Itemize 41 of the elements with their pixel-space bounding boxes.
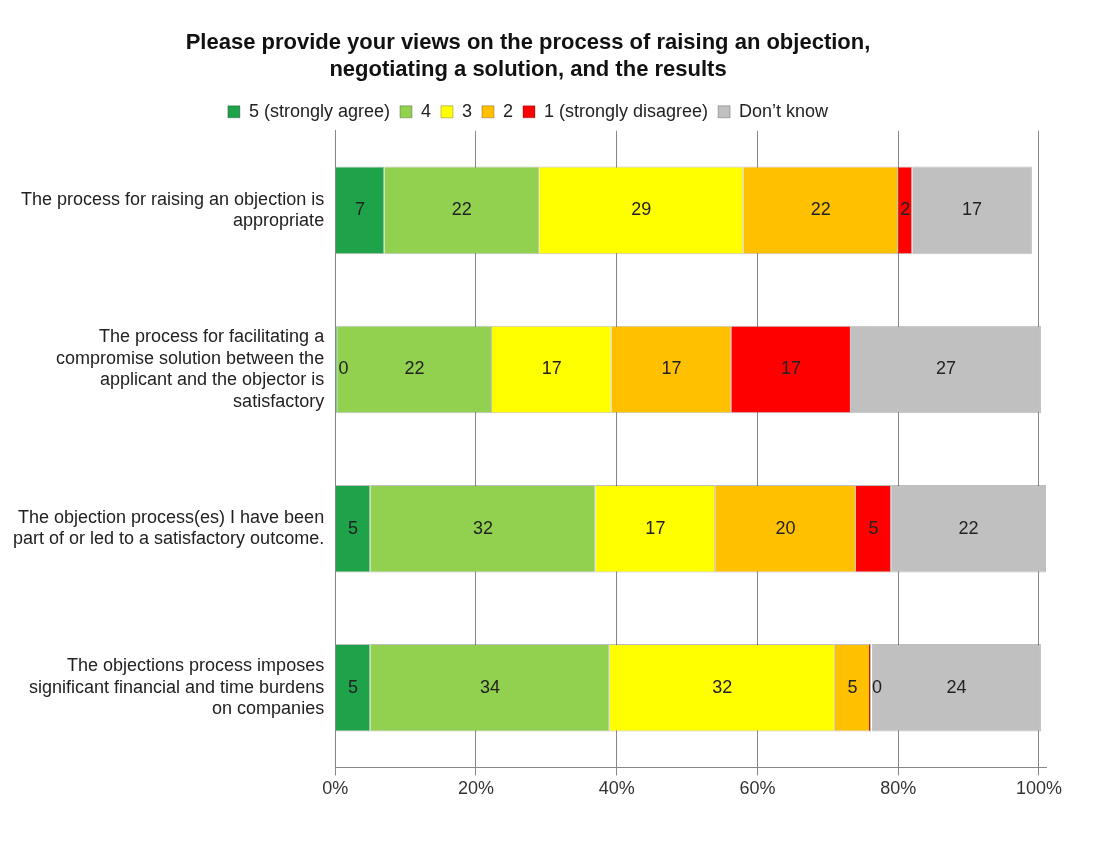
data-label: 22	[958, 517, 979, 538]
data-label: 22	[451, 199, 472, 220]
legend-label: 2	[502, 100, 513, 121]
legend-label: Don’t know	[739, 100, 830, 121]
data-label: 17	[781, 358, 802, 379]
x-tick-label: 20%	[457, 778, 494, 799]
data-label: 0	[872, 676, 883, 697]
data-label: 22	[404, 358, 425, 379]
data-label: 17	[661, 358, 682, 379]
data-label: 22	[810, 199, 831, 220]
data-label: 5	[347, 517, 358, 538]
x-tick-label: 60%	[739, 778, 776, 799]
x-tick-label: 80%	[880, 778, 917, 799]
y-tick-label: The objections process imposes significant financial and time burdens on companies	[28, 655, 325, 719]
data-label: 5	[347, 676, 358, 697]
legend-label: 1 (strongly disagree)	[543, 100, 709, 121]
x-tick-label: 100%	[1015, 778, 1062, 799]
x-tick-label: 0%	[322, 778, 349, 799]
data-label: 24	[946, 676, 967, 697]
data-label: 0	[338, 358, 349, 379]
x-tick-label: 40%	[598, 778, 635, 799]
chart-title: Please provide your views on the process of raising an objection, negotiating a solution, and the results	[185, 29, 871, 81]
y-tick-label: The process for facilitating a compromise solution between the applicant and the objector is satisfactory	[55, 326, 326, 411]
data-label: 20	[775, 517, 796, 538]
data-label: 7	[355, 199, 366, 220]
data-label: 34	[479, 676, 500, 697]
data-label: 5	[847, 676, 858, 697]
data-label: 27	[935, 358, 956, 379]
data-label: 32	[712, 676, 733, 697]
data-label: 32	[472, 517, 493, 538]
data-label: 5	[868, 517, 879, 538]
y-tick-label: The process for raising an objection is appropriate	[20, 188, 325, 231]
data-label: 2	[900, 199, 911, 220]
legend-label: 5 (strongly agree)	[248, 100, 390, 121]
data-label: 17	[541, 358, 562, 379]
data-label: 17	[645, 517, 666, 538]
legend-label: 4	[420, 100, 431, 121]
y-tick-label: The objection process(es) I have been part of or led to a satisfactory outcome.	[12, 506, 325, 549]
data-label: 29	[631, 199, 652, 220]
data-label: 17	[962, 199, 983, 220]
legend-label: 3	[461, 100, 472, 121]
